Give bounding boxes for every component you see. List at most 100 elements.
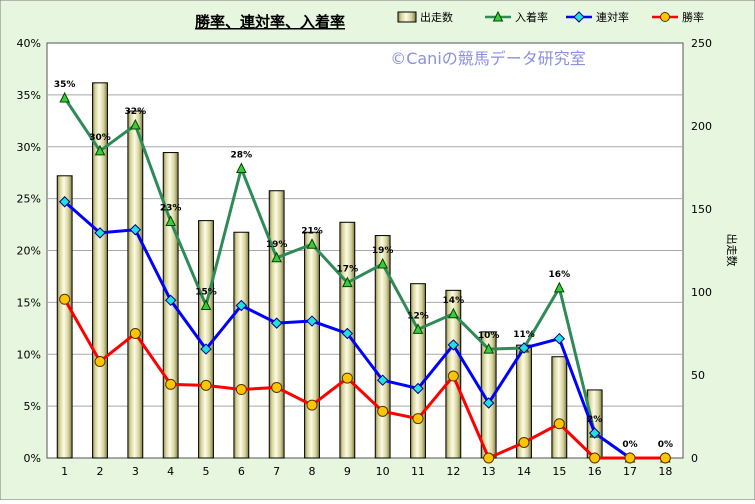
point-連対率: [94, 227, 106, 239]
bar: [374, 235, 391, 459]
left-axis-tick-label: 5%: [24, 400, 41, 413]
point-入着率: [306, 238, 318, 249]
right-axis-tick-label: 50: [691, 369, 705, 382]
x-axis-tick-label: 3: [132, 465, 139, 478]
point-入着率: [130, 118, 141, 130]
point-勝率: [271, 381, 283, 393]
chart-title: 勝率、連対率、入着率: [195, 13, 345, 31]
left-axis-tick-label: 30%: [17, 141, 41, 154]
x-axis-tick-label: 11: [411, 465, 425, 478]
right-axis-tick-label: 150: [691, 203, 712, 216]
legend-label: 出走数: [420, 10, 453, 24]
data-label: 12%: [407, 311, 429, 321]
series-line-入着率: [63, 97, 666, 460]
point-勝率: [447, 370, 459, 382]
left-axis-tick-label: 15%: [17, 296, 41, 309]
legend-label: 勝率: [682, 10, 704, 24]
legend-marker: [660, 12, 670, 22]
data-label: 19%: [372, 246, 394, 256]
point-入着率: [200, 299, 212, 310]
data-label: 0%: [658, 440, 673, 450]
point-入着率: [271, 251, 282, 263]
legend-bar-swatch: [397, 11, 417, 23]
legend-label: 入着率: [515, 10, 548, 24]
point-入着率: [377, 257, 388, 269]
point-連対率: [58, 196, 71, 208]
data-label: 11%: [513, 330, 535, 340]
point-勝率: [518, 436, 530, 448]
x-axis-tick-label: 18: [658, 465, 672, 478]
series-line-連対率: [63, 200, 666, 460]
point-連対率: [235, 299, 248, 312]
data-label: 30%: [89, 133, 111, 143]
bar: [410, 283, 426, 459]
point-連対率: [200, 343, 212, 355]
point-勝率: [129, 328, 141, 339]
point-勝率: [483, 452, 495, 464]
point-勝率: [341, 372, 353, 384]
watermark: ©Caniの競馬データ研究室: [390, 49, 586, 68]
data-label: 32%: [125, 107, 147, 117]
point-入着率: [165, 215, 176, 226]
legend-marker: [492, 10, 504, 22]
x-axis-tick-label: 10: [376, 465, 390, 478]
x-axis-tick-label: 6: [238, 465, 245, 478]
data-label: 14%: [443, 296, 465, 306]
x-axis-tick-label: 4: [167, 465, 174, 478]
point-勝率: [59, 293, 71, 305]
data-label: 16%: [549, 270, 571, 280]
right-axis-tick-label: 0: [691, 452, 698, 465]
series-line-勝率: [63, 298, 666, 460]
data-label: 15%: [195, 287, 217, 297]
bar: [233, 231, 250, 459]
point-連対率: [129, 224, 142, 236]
point-勝率: [165, 378, 177, 390]
right-axis-tick-label: 200: [691, 120, 712, 133]
point-連対率: [553, 332, 566, 345]
x-axis-tick-label: 2: [97, 465, 104, 478]
x-axis-tick-label: 15: [552, 465, 566, 478]
point-入着率: [59, 91, 70, 103]
data-label: 28%: [231, 151, 253, 161]
data-label: 10%: [478, 331, 500, 341]
x-axis-tick-label: 16: [588, 465, 602, 478]
x-axis-tick-label: 17: [623, 465, 637, 478]
legend-marker: [573, 11, 585, 23]
left-axis-tick-label: 35%: [17, 89, 41, 102]
right-axis-tick-label: 250: [691, 37, 712, 50]
point-勝率: [589, 452, 601, 464]
point-入着率: [342, 276, 353, 288]
data-label: 23%: [160, 203, 182, 213]
x-axis-tick-label: 8: [309, 465, 316, 478]
point-入着率: [448, 307, 459, 319]
point-勝率: [553, 418, 565, 430]
left-axis-tick-label: 20%: [17, 245, 41, 258]
left-axis-tick-label: 10%: [17, 348, 41, 361]
data-label: 19%: [266, 240, 288, 250]
legend: 出走数 入着率 連対率 勝率: [397, 10, 704, 24]
point-連対率: [518, 342, 530, 354]
point-入着率: [94, 144, 106, 156]
point-勝率: [235, 384, 247, 396]
point-連対率: [482, 397, 495, 409]
point-連対率: [376, 374, 389, 386]
point-入着率: [483, 342, 494, 354]
point-入着率: [236, 162, 247, 174]
point-入着率: [412, 323, 424, 334]
point-連対率: [412, 382, 424, 395]
data-label: 21%: [301, 226, 323, 236]
x-axis-tick-label: 9: [344, 465, 351, 478]
point-連対率: [588, 427, 601, 439]
data-label: 2%: [587, 415, 602, 425]
right-axis-label: 出走数: [725, 234, 739, 267]
x-axis-tick-label: 5: [203, 465, 210, 478]
point-勝率: [624, 452, 636, 464]
point-連対率: [164, 294, 177, 307]
point-勝率: [412, 413, 424, 425]
x-axis-tick-label: 12: [446, 465, 460, 478]
legend-label: 連対率: [596, 10, 629, 24]
left-axis-tick-label: 40%: [17, 37, 41, 50]
data-label: 17%: [337, 265, 359, 275]
